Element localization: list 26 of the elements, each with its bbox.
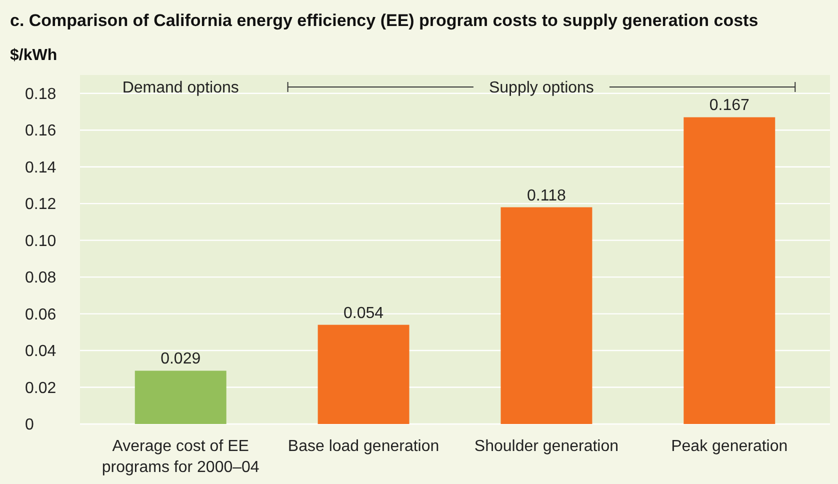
data-label: 0.118 xyxy=(527,187,566,204)
annotation: Demand options xyxy=(122,80,239,97)
y-tick-label: 0.10 xyxy=(25,232,56,250)
annotation: Supply options xyxy=(488,80,594,97)
bar xyxy=(318,324,410,424)
data-label: 0.029 xyxy=(160,350,201,368)
y-tick-label: 0.02 xyxy=(25,380,56,397)
y-tick-label: 0.16 xyxy=(25,122,56,140)
y-tick-label: 0.04 xyxy=(25,343,56,360)
x-tick-label: Peak generation xyxy=(671,438,788,455)
bar xyxy=(500,207,592,424)
y-tick-label: 0.18 xyxy=(25,86,56,103)
y-tick-label: 0 xyxy=(25,416,34,434)
bar xyxy=(684,117,776,424)
y-tick-label: 0.14 xyxy=(25,159,56,176)
chart-title: c. Comparison of California energy efficiency (EE) program costs to supply generation costs xyxy=(10,11,758,30)
y-tick-label: 0.08 xyxy=(25,270,56,287)
x-tick-label: Shoulder generation xyxy=(474,438,619,455)
y-tick-label: 0.12 xyxy=(25,196,56,214)
data-label: 0.167 xyxy=(709,97,750,114)
y-tick-label: 0.06 xyxy=(25,306,56,324)
data-label: 0.054 xyxy=(344,304,384,322)
y-axis-title: $/kWh xyxy=(10,47,58,64)
x-tick-label: Base load generation xyxy=(288,438,440,455)
x-tick-label: Average cost of EE programs for 2000–04 xyxy=(102,438,260,476)
bar xyxy=(134,370,226,424)
